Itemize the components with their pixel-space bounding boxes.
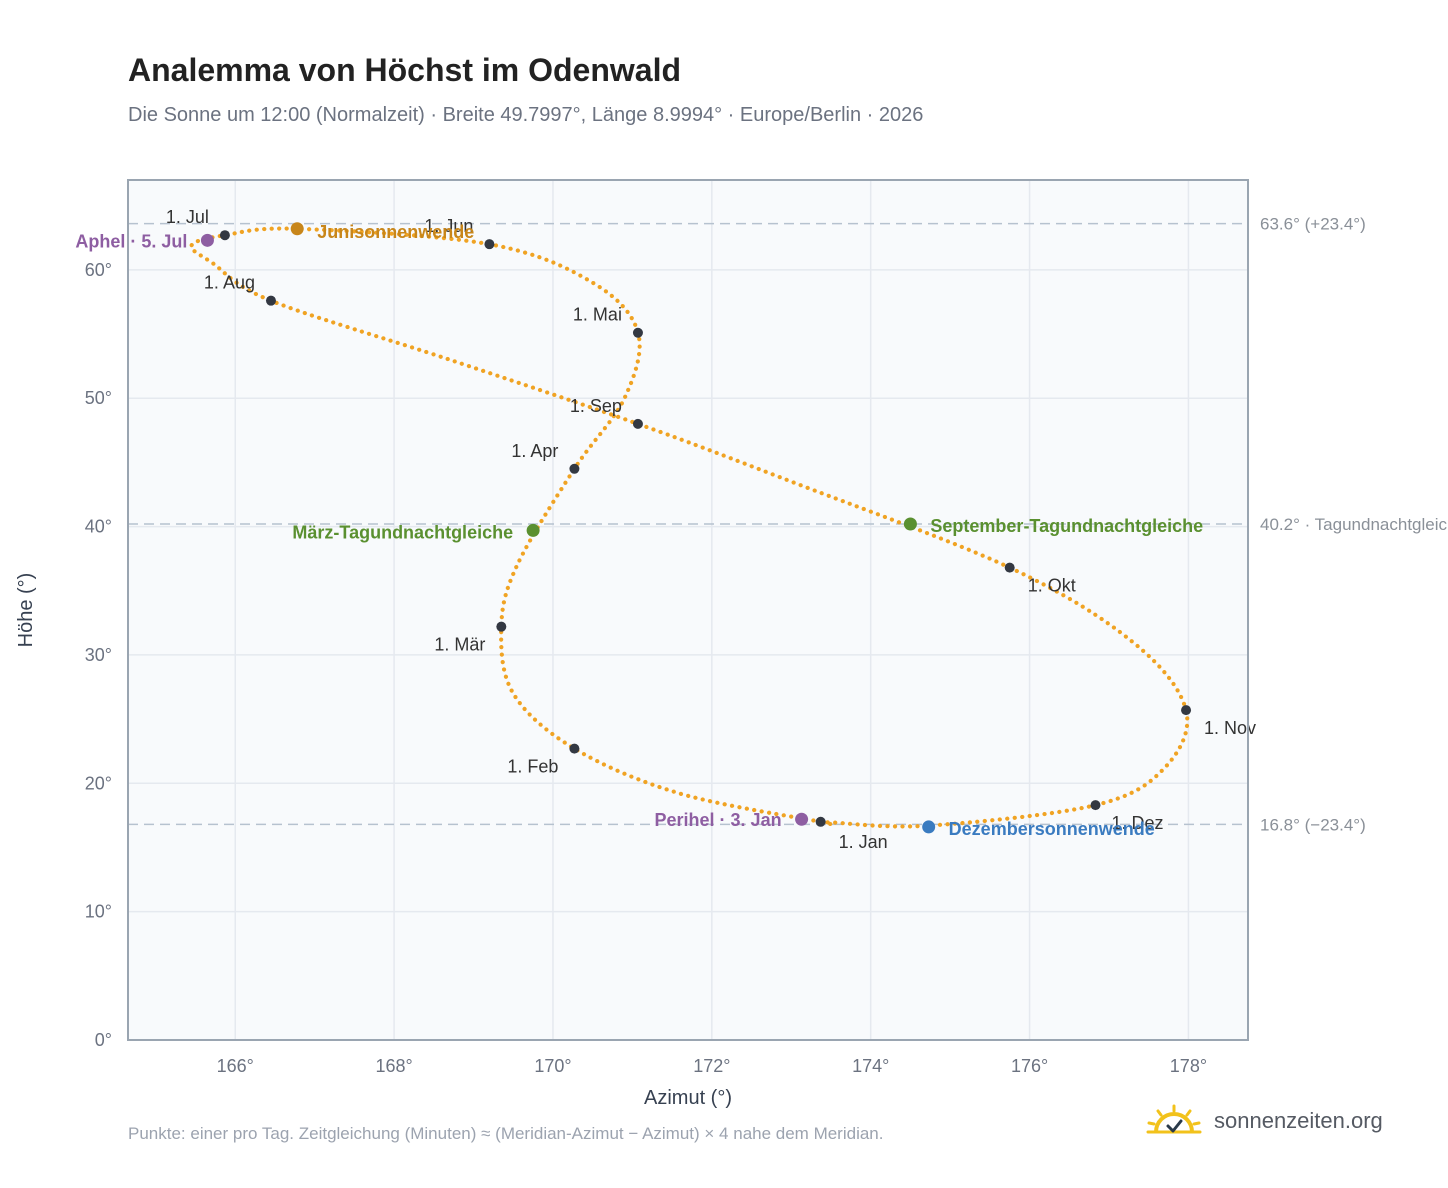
special-point-label: März-Tagundnachtgleiche — [292, 522, 513, 542]
reference-labels: 63.6° (+23.4°) 40.2° · Tagundnachtgleiche… — [1260, 215, 1448, 835]
special-point — [200, 233, 214, 247]
reference-line-label: 16.8° (−23.4°) — [1260, 815, 1366, 834]
y-tick-label: 30° — [85, 645, 112, 665]
chart-footnote: Punkte: einer pro Tag. Zeitgleichung (Mi… — [128, 1124, 884, 1143]
special-points: Junisonnenwende Dezembersonnenwende März-T… — [75, 222, 1203, 839]
month-marker — [496, 621, 507, 632]
month-marker — [569, 463, 580, 474]
month-marker-label: 1. Aug — [204, 273, 255, 293]
month-marker-label: 1. Okt — [1028, 576, 1076, 596]
brand-name: sonnenzeiten.org — [1214, 1108, 1383, 1133]
month-marker — [632, 418, 643, 429]
x-tick-label: 170° — [534, 1056, 571, 1076]
y-tick-label: 10° — [85, 902, 112, 922]
month-marker — [632, 327, 643, 338]
special-point — [290, 222, 304, 236]
special-point-label: Junisonnenwende — [317, 222, 474, 242]
month-marker — [569, 743, 580, 754]
special-point — [795, 812, 809, 826]
month-marker-label: 1. Mai — [573, 305, 622, 325]
special-point — [903, 517, 917, 531]
y-tick-label: 50° — [85, 388, 112, 408]
special-point-label: Aphel · 5. Jul — [75, 231, 187, 251]
plot-frame — [127, 179, 1249, 1041]
month-marker-label: 1. Jul — [166, 207, 209, 227]
analemma-daily-dots — [189, 226, 1190, 829]
month-marker-label: 1. Dez — [1111, 813, 1163, 833]
month-marker-label: 1. Nov — [1204, 718, 1256, 738]
analemma-curve — [189, 226, 1190, 829]
x-axis-title: Azimut (°) — [644, 1087, 732, 1109]
month-markers: 1. Jan 1. Feb 1. Mär 1. Apr 1. Mai 1. Jun 1. J… — [166, 207, 1256, 852]
x-tick-label: 168° — [375, 1056, 412, 1076]
special-point — [922, 820, 936, 834]
reference-line-label: 63.6° (+23.4°) — [1260, 215, 1366, 234]
brand[interactable]: sonnenzeiten.org — [1146, 1104, 1383, 1138]
y-tick-label: 60° — [85, 260, 112, 280]
chart-title: Analemma von Höchst im Odenwald — [128, 52, 681, 88]
plot-background — [128, 180, 1248, 1040]
month-marker-label: 1. Sep — [570, 396, 622, 416]
y-tick-label: 40° — [85, 517, 112, 537]
month-marker — [815, 816, 826, 827]
grid-lines — [128, 180, 1248, 1041]
x-tick-label: 166° — [217, 1056, 254, 1076]
x-tick-label: 176° — [1011, 1056, 1048, 1076]
month-marker — [1181, 705, 1192, 716]
special-point-label: Dezembersonnenwende — [949, 819, 1155, 839]
reference-line-label: 40.2° · Tagundnachtgleiche — [1260, 515, 1448, 534]
x-tick-label: 178° — [1170, 1056, 1207, 1076]
month-marker-label: 1. Apr — [511, 441, 558, 461]
month-marker-label: 1. Jan — [839, 832, 888, 852]
special-point-label: September-Tagundnachtgleiche — [930, 516, 1203, 536]
month-marker — [265, 295, 276, 306]
special-point — [526, 523, 540, 537]
axis-ticks: 166° 168° 170° 172° 174° 176° 178° 0° 10° 20° 30° 4… — [85, 260, 1207, 1076]
special-point-label: Perihel · 3. Jan — [655, 810, 782, 830]
y-tick-label: 20° — [85, 773, 112, 793]
x-tick-label: 172° — [693, 1056, 730, 1076]
month-marker-label: 1. Feb — [507, 757, 558, 777]
month-marker — [1004, 562, 1015, 573]
month-marker — [484, 239, 495, 250]
y-axis-title: Höhe (°) — [15, 573, 37, 648]
x-tick-label: 174° — [852, 1056, 889, 1076]
month-marker-label: 1. Jun — [424, 216, 473, 236]
y-tick-label: 0° — [95, 1030, 112, 1050]
chart-subtitle: Die Sonne um 12:00 (Normalzeit) · Breite… — [128, 104, 924, 126]
month-marker-label: 1. Mär — [434, 635, 485, 655]
month-marker — [1090, 800, 1101, 811]
reference-lines — [128, 222, 1248, 826]
month-marker — [219, 230, 230, 241]
sun-icon — [1146, 1104, 1202, 1134]
